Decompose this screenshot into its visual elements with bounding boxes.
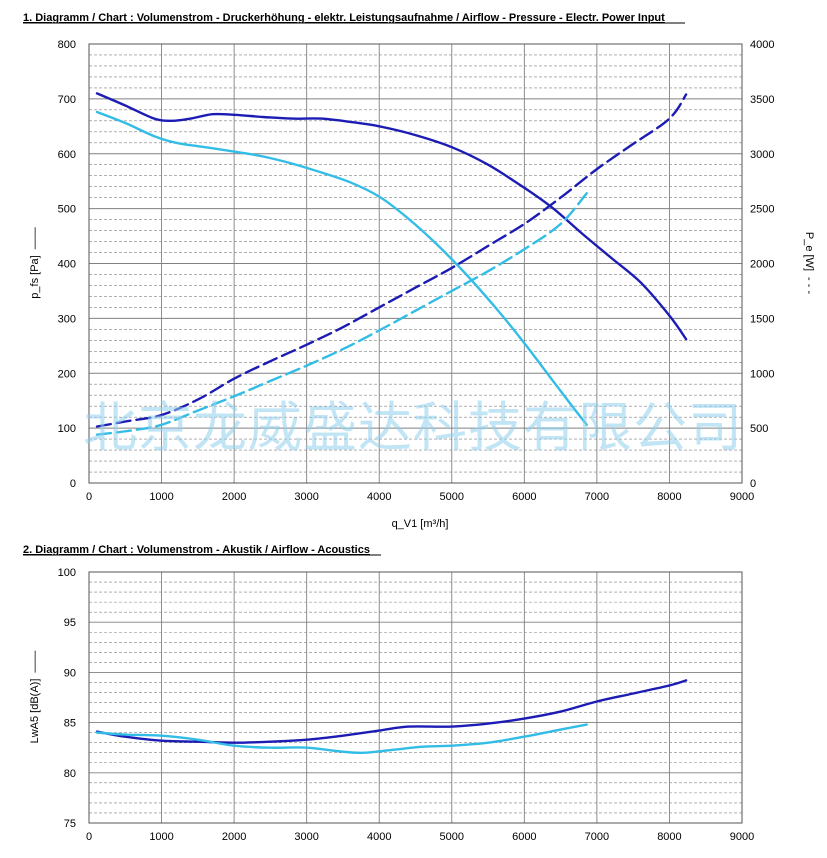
chart-1-title: 1. Diagramm / Chart : Volumenstrom - Dru… [23,12,665,24]
chart-2-x-ticks: 0 1000 2000 3000 4000 5000 6000 7000 8000 9000 [86,831,754,843]
x-tick-label: 7000 [585,491,609,503]
series-line-1-solid [95,92,688,341]
y-tick-label: 400 [58,259,76,271]
y2-tick-label: 1500 [750,313,774,325]
series-line-1-solid [95,679,688,744]
chart-1: 1. Diagramm / Chart : Volumenstrom - Dru… [23,12,815,530]
series-line-2-solid [95,110,588,426]
x-tick-label: 6000 [512,491,536,503]
plot-frame [88,571,743,824]
y2-tick-label: 500 [750,423,768,435]
x-tick-label: 5000 [440,831,464,843]
y-tick-label: 95 [64,617,76,629]
chart-1-y2-axis-label: P_e [W]- - - [803,232,815,295]
chart-1-series [95,92,688,436]
y-tick-label: 0 [70,478,76,490]
x-tick-label: 1000 [149,831,173,843]
y-tick-label: 100 [58,567,76,579]
chart-1-x-axis-label: q_V1 [m³/h] [392,518,449,530]
chart-2: 2. Diagramm / Chart : Volumenstrom - Aku… [23,544,754,843]
series-line-3-dashed [95,93,688,428]
x-tick-label: 3000 [294,491,318,503]
chart-2-y-axis-label: LwA5 [dB(A)]—— [29,651,41,744]
chart-2-title: 2. Diagramm / Chart : Volumenstrom - Aku… [23,544,370,556]
x-tick-label: 9000 [730,491,754,503]
y-tick-label: 200 [58,368,76,380]
chart-2-grid [88,571,743,824]
watermark-text: 北京龙威盛达科技有限公司 [83,396,743,459]
y-tick-label: 600 [58,149,76,161]
y-tick-label: 100 [58,423,76,435]
chart-1-x-ticks: 0 1000 2000 3000 4000 5000 6000 7000 8000 9000 [86,491,754,503]
x-tick-label: 8000 [657,491,681,503]
y2-tick-label: 2500 [750,204,774,216]
series-line-4-dashed [95,192,588,436]
y2-tick-label: 3000 [750,149,774,161]
y-tick-label: 90 [64,667,76,679]
chart-1-y2-ticks: 0 500 1000 1500 2000 2500 3000 3500 4000 [750,39,774,490]
y-tick-label: 75 [64,818,76,830]
chart-1-y-ticks: 0 100 200 300 400 500 600 700 800 [58,39,76,490]
series-line-2-solid [95,723,588,755]
y2-tick-label: 0 [750,478,756,490]
chart-2-y-ticks: 75 80 85 90 95 100 [58,567,76,830]
x-tick-label: 4000 [367,831,391,843]
y2-tick-label: 4000 [750,39,774,51]
x-tick-label: 0 [86,831,92,843]
chart-1-y-axis-label: p_fs [Pa]—— [29,227,41,298]
y2-tick-label: 3500 [750,94,774,106]
y-tick-label: 800 [58,39,76,51]
y-tick-label: 500 [58,204,76,216]
y2-tick-label: 1000 [750,368,774,380]
y-tick-label: 85 [64,718,76,730]
x-tick-label: 0 [86,491,92,503]
y2-tick-label: 2000 [750,259,774,271]
x-tick-label: 3000 [294,831,318,843]
plot-frame [88,43,743,484]
chart-2-series [95,679,688,755]
y-tick-label: 80 [64,768,76,780]
y-tick-label: 700 [58,94,76,106]
x-tick-label: 2000 [222,491,246,503]
x-tick-label: 1000 [149,491,173,503]
x-tick-label: 7000 [585,831,609,843]
x-tick-label: 9000 [730,831,754,843]
x-tick-label: 4000 [367,491,391,503]
x-tick-label: 2000 [222,831,246,843]
y-tick-label: 300 [58,313,76,325]
x-tick-label: 8000 [657,831,681,843]
x-tick-label: 5000 [440,491,464,503]
x-tick-label: 6000 [512,831,536,843]
chart-1-grid [88,43,743,484]
